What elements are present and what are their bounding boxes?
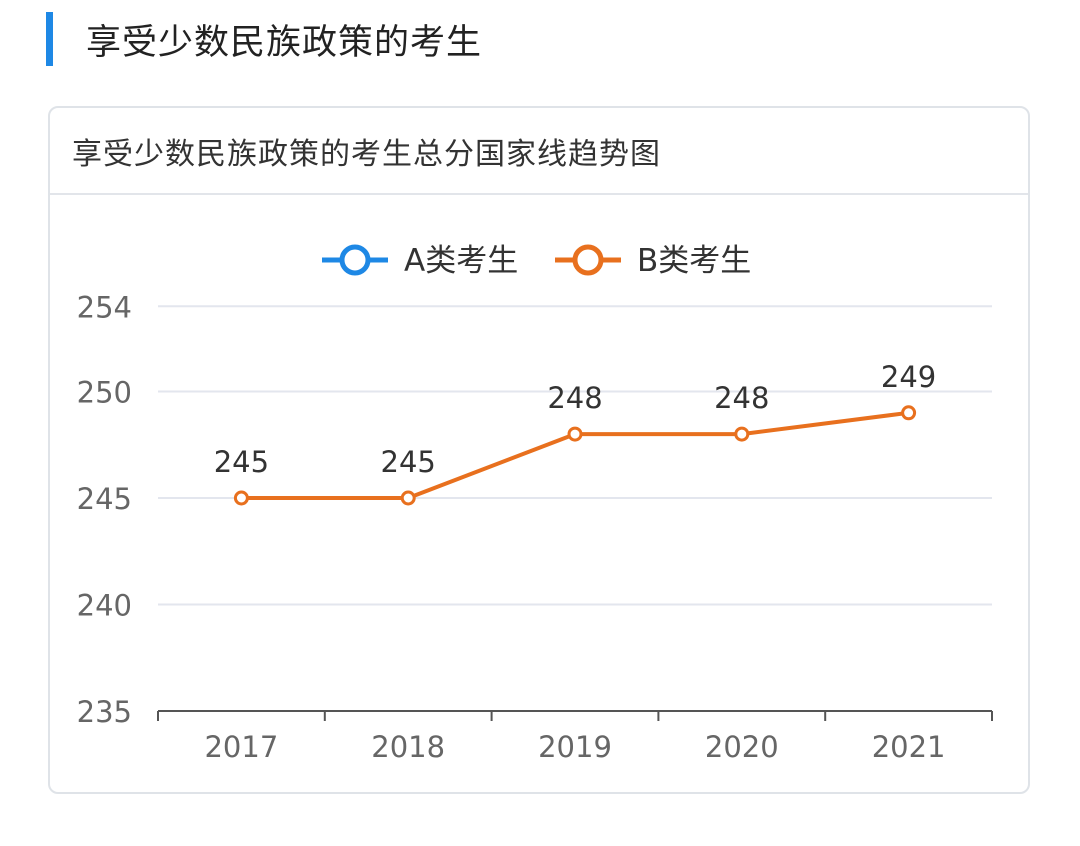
data-label: 248 xyxy=(547,381,602,415)
legend-marker xyxy=(572,244,604,276)
section-header: 享受少数民族政策的考生 xyxy=(46,12,482,66)
y-tick-label: 245 xyxy=(77,482,132,516)
section-accent-bar xyxy=(46,12,53,66)
card-title: 享受少数民族政策的考生总分国家线趋势图 xyxy=(72,136,661,172)
data-point xyxy=(734,426,750,442)
x-tick-label: 2020 xyxy=(705,730,779,764)
y-tick-label: 254 xyxy=(77,290,132,324)
data-point xyxy=(567,426,583,442)
data-label: 245 xyxy=(214,445,269,479)
data-point xyxy=(901,405,917,421)
series-line xyxy=(241,410,909,500)
x-tick-label: 2021 xyxy=(872,730,946,764)
line-chart: 235 240 245 250 254 2017 2018 2019 2020 2021 A类考生 B… xyxy=(77,243,993,764)
legend-label: B类考生 xyxy=(637,243,751,279)
data-label: 249 xyxy=(881,360,936,394)
data-point xyxy=(233,490,249,506)
chart-card: 享受少数民族政策的考生总分国家线趋势图 235 240 245 250 254 2017 2… xyxy=(48,106,1030,794)
data-point xyxy=(400,490,416,506)
x-tick-label: 2017 xyxy=(204,730,278,764)
data-label: 245 xyxy=(381,445,436,479)
x-tick-label: 2019 xyxy=(538,730,612,764)
card-header: 享受少数民族政策的考生总分国家线趋势图 xyxy=(50,108,1028,195)
x-tick-label: 2018 xyxy=(371,730,445,764)
legend-marker xyxy=(339,244,371,276)
section-title: 享受少数民族政策的考生 xyxy=(86,22,483,63)
legend-label: A类考生 xyxy=(404,243,518,279)
y-tick-label: 250 xyxy=(77,376,132,410)
y-tick-label: 240 xyxy=(77,589,132,623)
y-tick-label: 235 xyxy=(77,695,132,729)
data-label: 248 xyxy=(714,381,769,415)
